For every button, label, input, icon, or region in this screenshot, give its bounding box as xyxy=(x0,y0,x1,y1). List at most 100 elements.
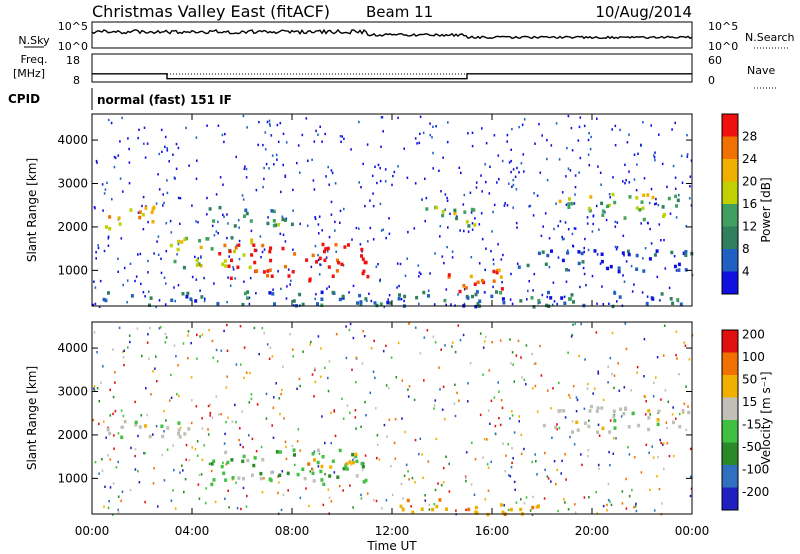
scatter-cell xyxy=(602,398,605,402)
scatter-cell xyxy=(129,262,132,265)
scatter-cell xyxy=(537,302,540,305)
echo-cell xyxy=(243,291,247,296)
scatter-cell xyxy=(397,341,400,345)
scatter-cell xyxy=(628,495,631,498)
scatter-cell xyxy=(421,198,423,201)
scatter-cell xyxy=(407,470,409,473)
scatter-cell xyxy=(164,341,167,344)
scatter-cell xyxy=(268,119,271,122)
scatter-cell xyxy=(512,178,515,182)
scatter-cell xyxy=(615,437,617,440)
scatter-cell xyxy=(153,467,155,470)
echo-cell xyxy=(628,195,632,199)
echo-cell xyxy=(637,423,641,428)
scatter-cell xyxy=(467,400,469,403)
echo-cell xyxy=(268,249,272,254)
scatter-cell xyxy=(388,232,391,235)
scatter-cell xyxy=(663,467,665,471)
scatter-cell xyxy=(592,222,594,226)
scatter-cell xyxy=(241,194,244,197)
time-axis: 00:00 04:00 08:00 12:00 16:00 20:00 00:00 xyxy=(75,114,709,538)
scatter-cell xyxy=(592,214,595,217)
echo-cell xyxy=(447,273,451,277)
scatter-cell xyxy=(317,133,319,136)
scatter-cell xyxy=(113,165,116,169)
echo-cell xyxy=(326,246,330,251)
scatter-cell xyxy=(122,350,124,353)
scatter-cell xyxy=(527,289,529,293)
scatter-cell xyxy=(197,221,199,224)
echo-cell xyxy=(557,409,561,413)
echo-cell xyxy=(253,260,257,265)
scatter-cell xyxy=(609,463,611,467)
scatter-cell xyxy=(282,163,284,167)
scatter-cell xyxy=(173,344,176,347)
scatter-cell xyxy=(349,322,352,326)
scatter-cell xyxy=(649,227,651,231)
colorbar-swatch xyxy=(722,249,738,272)
scatter-cell xyxy=(474,217,476,220)
echo-cell xyxy=(492,279,496,283)
scatter-cell xyxy=(574,186,577,189)
scatter-cell xyxy=(352,284,355,288)
scatter-cell xyxy=(483,438,486,441)
scatter-cell xyxy=(400,482,403,486)
scatter-cell xyxy=(511,127,513,131)
power-heatmap xyxy=(92,114,694,309)
scatter-cell xyxy=(259,235,262,238)
scatter-cell xyxy=(546,475,549,478)
scatter-cell xyxy=(635,509,638,513)
scatter-cell xyxy=(215,348,218,352)
colorbar-tick-label: 24 xyxy=(742,152,757,166)
echo-cell xyxy=(660,292,664,296)
echo-cell xyxy=(360,254,363,258)
echo-cell xyxy=(329,465,333,469)
scatter-cell xyxy=(117,510,120,513)
echo-cell xyxy=(474,304,478,309)
scatter-cell xyxy=(502,442,504,445)
scatter-cell xyxy=(420,272,422,276)
scatter-cell xyxy=(611,128,613,131)
scatter-cell xyxy=(188,164,190,167)
scatter-cell xyxy=(115,466,118,469)
scatter-cell xyxy=(348,328,351,332)
echo-cell xyxy=(354,454,358,458)
echo-cell xyxy=(601,213,605,217)
scatter-cell xyxy=(607,365,609,368)
scatter-cell xyxy=(370,299,373,303)
scatter-cell xyxy=(278,397,281,400)
scatter-cell xyxy=(206,124,208,127)
echo-cell xyxy=(519,507,523,512)
colorbar-swatch xyxy=(722,330,738,353)
scatter-cell xyxy=(515,188,518,191)
scatter-cell xyxy=(623,254,625,257)
scatter-cell xyxy=(146,413,148,417)
scatter-cell xyxy=(653,156,656,159)
nsky-tick-low: 10^0 xyxy=(58,40,88,53)
scatter-cell xyxy=(145,387,147,390)
scatter-cell xyxy=(250,393,253,396)
scatter-cell xyxy=(578,125,581,129)
scatter-cell xyxy=(325,256,328,259)
echo-cell xyxy=(298,292,302,297)
scatter-cell xyxy=(534,362,537,365)
scatter-cell xyxy=(514,488,516,491)
scatter-cell xyxy=(482,373,484,376)
scatter-cell xyxy=(260,256,262,259)
scatter-cell xyxy=(407,230,409,234)
scatter-cell xyxy=(631,290,634,293)
scatter-cell xyxy=(320,347,322,350)
scatter-cell xyxy=(414,438,417,442)
scatter-cell xyxy=(142,228,145,231)
y-tick-label: 2000 xyxy=(57,428,88,442)
scatter-cell xyxy=(239,363,242,366)
scatter-cell xyxy=(372,204,375,208)
scatter-cell xyxy=(516,166,518,170)
echo-cell xyxy=(537,251,541,256)
scatter-cell xyxy=(273,396,275,399)
scatter-cell xyxy=(114,371,116,374)
scatter-cell xyxy=(510,272,512,276)
echo-cell xyxy=(464,286,468,290)
scatter-cell xyxy=(129,488,132,492)
